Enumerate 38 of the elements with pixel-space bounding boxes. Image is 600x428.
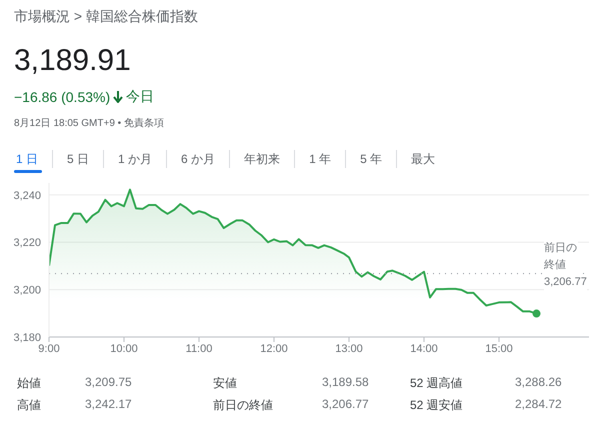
text: 3,242.17 (85, 397, 132, 411)
text: 前日の終値 (213, 397, 273, 414)
text: 5 日 (52, 150, 104, 168)
text: 2,284.72 (515, 397, 562, 411)
text: 今日 (126, 88, 154, 106)
y-tick-label: 3,200 (13, 284, 41, 297)
text: 52 週高値 (410, 375, 463, 392)
ref-line-label: 前日の終値 (544, 240, 578, 274)
text: 5 年 (345, 150, 396, 168)
y-tick-label: 3,180 (13, 332, 41, 344)
text: 8月12日 18:05 GMT+9 • 免責条項 (14, 116, 164, 130)
chart-subtitle: 3,189.91 (14, 44, 131, 78)
annotation: 3,206.77 (544, 274, 587, 291)
x-tick-label: 10:00 (110, 342, 138, 355)
text: 6 か月 (166, 150, 230, 168)
text: 1 か月 (103, 150, 166, 168)
y-tick-label: 3,240 (13, 190, 41, 202)
text: 年初来 (229, 150, 294, 168)
x-tick-label: 11:00 (186, 342, 212, 355)
text: 1 年 (294, 150, 346, 168)
text: 3,206.77 (322, 397, 369, 411)
x-tick-label: 12:00 (260, 342, 288, 355)
text: 3,189.58 (322, 375, 369, 389)
x-tick-label: 15:00 (485, 342, 513, 355)
text: 3,288.26 (515, 375, 562, 389)
chart-title: 市場概況 > 韓国総合株価指数 (14, 8, 198, 26)
text: 3,209.75 (85, 375, 132, 389)
text: −16.86 (0.53%) (14, 89, 110, 105)
text: 始値 (17, 375, 41, 392)
text: 安値 (213, 375, 237, 392)
text: 高値 (17, 397, 41, 414)
text: 1 日 (15, 151, 40, 168)
y-tick-label: 3,220 (13, 237, 41, 250)
text: 最大 (396, 150, 450, 168)
text: 52 週安値 (410, 397, 463, 414)
x-tick-label: 14:00 (410, 342, 438, 355)
x-tick-label: 13:00 (335, 342, 363, 355)
x-tick-label: 9:00 (38, 342, 60, 355)
